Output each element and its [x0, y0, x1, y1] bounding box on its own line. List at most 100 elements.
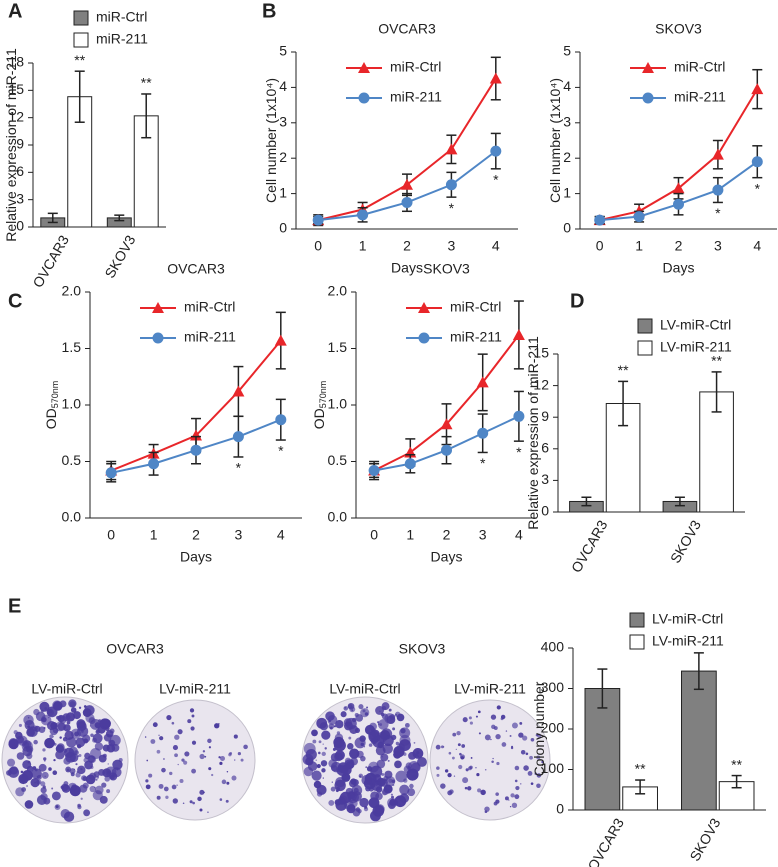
- colony: [448, 751, 452, 755]
- colony: [171, 784, 177, 790]
- y-axis-label: Cell number (1x10⁴): [263, 78, 279, 203]
- y-axis-label: Relative expression of miR-211: [525, 336, 541, 530]
- colony: [491, 760, 494, 764]
- significance: **: [635, 761, 646, 777]
- colony: [362, 709, 366, 713]
- bar: [584, 688, 621, 811]
- colony: [389, 714, 396, 720]
- colony: [226, 781, 230, 785]
- colony: [207, 811, 209, 814]
- colony: [106, 789, 111, 794]
- y-tick-label: 0: [279, 220, 287, 236]
- colony: [65, 712, 76, 722]
- colony: [243, 744, 248, 750]
- colony: [500, 714, 506, 720]
- y-axis-label: Relative expression of miR-211: [3, 48, 19, 242]
- colony: [177, 729, 183, 735]
- chart-title: SKOV3: [423, 261, 470, 277]
- colony: [335, 720, 344, 729]
- colony: [480, 789, 486, 796]
- colony: [376, 733, 378, 735]
- x-tick-label: 3: [714, 238, 722, 254]
- colony: [189, 800, 193, 804]
- colony: [395, 741, 400, 746]
- y-tick-label: 1: [279, 184, 287, 200]
- colony: [504, 796, 509, 801]
- colony: [510, 793, 515, 798]
- marker: [190, 444, 202, 456]
- colony: [225, 799, 229, 803]
- x-tick-label: 2: [192, 527, 200, 543]
- colony: [44, 737, 55, 749]
- colony: [303, 766, 314, 777]
- colony: [199, 808, 203, 812]
- chart-title: SKOV3: [655, 21, 702, 37]
- marker: [672, 182, 685, 194]
- x-tick-label: 0: [107, 527, 115, 543]
- colony: [66, 768, 70, 772]
- colony: [388, 708, 392, 712]
- colony: [98, 768, 105, 776]
- colony: [534, 772, 538, 776]
- y-axis-label-text: Cell number (1x10⁴): [263, 78, 279, 203]
- colony: [163, 786, 169, 792]
- x-tick-label: 3: [235, 527, 243, 543]
- legend-label: miR-211: [450, 329, 502, 345]
- colony: [44, 775, 46, 777]
- colony: [32, 725, 38, 731]
- plate-label: LV-miR-Ctrl: [329, 681, 400, 697]
- colony: [313, 780, 322, 789]
- y-tick-label: 4: [279, 78, 287, 94]
- colony: [316, 763, 321, 769]
- colony: [77, 765, 86, 775]
- marker: [512, 328, 525, 340]
- colony: [320, 760, 328, 767]
- colony: [30, 777, 40, 788]
- colony: [33, 739, 38, 745]
- marker: [441, 444, 452, 456]
- y-axis-label-text: Colony number: [531, 681, 547, 776]
- colony: [368, 743, 373, 747]
- panel-label: C: [8, 290, 22, 312]
- colony: [322, 743, 324, 745]
- panel-label: B: [262, 0, 276, 22]
- colony: [329, 726, 333, 730]
- colony: [38, 726, 46, 733]
- marker: [633, 211, 645, 223]
- colony: [197, 796, 202, 802]
- colony: [343, 706, 349, 711]
- colony: [333, 739, 346, 752]
- legend-swatch: [73, 10, 89, 26]
- colony: [458, 764, 463, 770]
- colony: [90, 748, 102, 760]
- colony: [181, 758, 185, 762]
- colony: [475, 767, 477, 769]
- colony: [36, 774, 42, 780]
- y-tick-label: 2.0: [328, 283, 348, 299]
- colony: [111, 767, 122, 778]
- colony: [177, 763, 179, 766]
- colony: [90, 733, 94, 738]
- colony: [511, 722, 518, 729]
- legend-label: miR-Ctrl: [184, 299, 235, 315]
- colony: [165, 795, 169, 799]
- colony: [156, 749, 161, 754]
- colony: [380, 753, 389, 762]
- legend-label: miR-211: [184, 329, 236, 345]
- colony: [404, 722, 410, 728]
- colony: [331, 781, 333, 783]
- colony: [63, 811, 75, 822]
- x-axis-label: Days: [431, 549, 463, 565]
- colony: [417, 755, 420, 757]
- colony: [376, 759, 386, 769]
- colony: [102, 753, 107, 758]
- colony: [311, 729, 318, 737]
- colony: [334, 750, 345, 761]
- marker: [190, 429, 202, 441]
- colony: [7, 758, 16, 767]
- colony: [207, 738, 212, 744]
- colony: [156, 795, 161, 800]
- colony: [341, 764, 352, 775]
- colony: [145, 784, 151, 790]
